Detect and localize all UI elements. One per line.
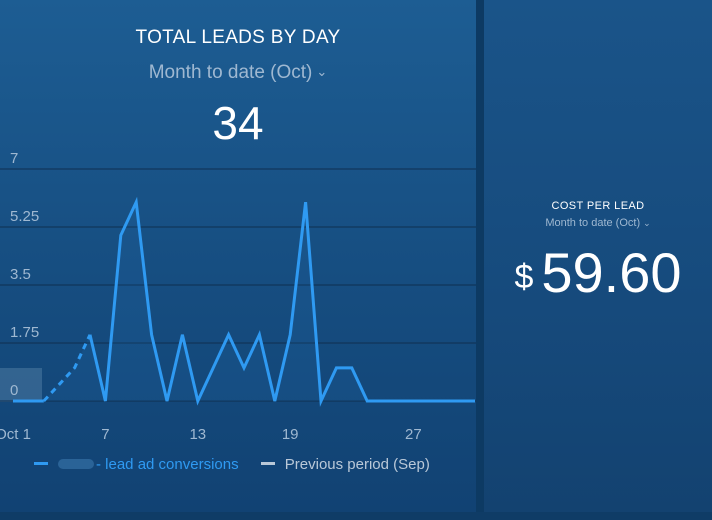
redacted-account-name (58, 459, 94, 469)
cost-per-lead-title: COST PER LEAD (551, 200, 645, 212)
x-tick-label: 27 (405, 426, 422, 443)
currency-symbol: $ (514, 258, 534, 296)
series-area (13, 202, 475, 401)
series-line (88, 196, 475, 407)
leads-widget (0, 0, 476, 512)
cost-per-lead-widget (484, 0, 712, 512)
legend-label-current: - lead ad conversions (96, 456, 239, 473)
leads-line-chart: 0 1.75 3.5 5.25 7 Oct 1 7 13 19 27 (0, 150, 476, 443)
cost-period-selector-label: Month to date (Oct) (545, 217, 641, 229)
legend-item-previous[interactable]: Previous period (Sep) (260, 456, 430, 473)
cost-per-lead-value: $59.60 (484, 240, 712, 305)
widget-title: TOTAL LEADS BY DAY (135, 27, 341, 48)
cost-period-selector[interactable]: Month to date (Oct) ⌄ (484, 217, 712, 229)
total-leads-value: 34 (212, 97, 264, 149)
y-tick-label: 5.25 (10, 208, 39, 225)
legend-swatch-previous (260, 462, 275, 465)
x-tick-label: 13 (189, 426, 206, 443)
legend-label-previous: Previous period (Sep) (284, 456, 430, 473)
legend-item-current[interactable]: - lead ad conversions (34, 456, 239, 473)
y-tick-label: 1.75 (10, 324, 39, 341)
chart-legend: - lead ad conversions Previous period (S… (34, 456, 430, 473)
chart-hover-highlight (0, 368, 42, 402)
y-tick-label: 7 (10, 150, 18, 167)
chevron-down-icon: ⌄ (643, 218, 651, 228)
dashboard-bottom-strip (0, 512, 712, 520)
y-tick-label: 3.5 (10, 266, 31, 283)
period-selector[interactable]: Month to date (Oct) ⌄ (0, 62, 476, 84)
period-selector-label: Month to date (Oct) (148, 62, 313, 83)
legend-swatch-current (34, 462, 48, 465)
x-tick-label: 7 (101, 426, 109, 443)
x-tick-label: 19 (282, 426, 299, 443)
chevron-down-icon: ⌄ (316, 64, 328, 79)
cost-per-lead-number: 59.60 (541, 241, 682, 304)
series-line-dashed (42, 334, 92, 403)
x-tick-label: Oct 1 (0, 426, 31, 443)
y-tick-label: 0 (10, 382, 18, 399)
